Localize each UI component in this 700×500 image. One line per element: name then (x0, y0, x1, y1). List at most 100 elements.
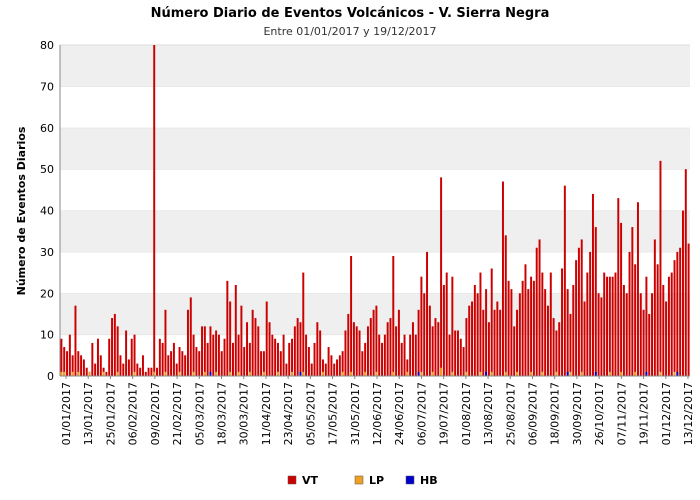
legend-label-vt: VT (302, 474, 319, 487)
y-tick-label: 0 (47, 370, 54, 383)
bar-lp (102, 371, 105, 376)
bar-vt (521, 280, 524, 376)
bar-vt (639, 293, 642, 376)
bar-vt (527, 289, 530, 376)
bar-vt (186, 309, 189, 376)
x-tick-label: 31/05/2017 (349, 382, 362, 445)
bar-vt (673, 260, 676, 376)
bar-vt (111, 318, 114, 376)
x-tick-label: 30/03/2017 (238, 382, 251, 445)
bar-vt (459, 338, 462, 376)
bar-vt (63, 347, 66, 376)
bar-vt (563, 185, 566, 376)
bar-vt (167, 355, 170, 376)
bar-lp (350, 371, 353, 376)
bar-vt (60, 338, 63, 376)
bar-vt (428, 305, 431, 376)
bar-vt (130, 338, 133, 376)
bar-vt (659, 160, 662, 376)
bar-vt (293, 326, 296, 376)
bar-vt (383, 334, 386, 377)
bar-vt (487, 322, 490, 376)
y-axis-label: Número de Eventos Diarios (15, 126, 28, 295)
bar-vt (170, 351, 173, 376)
bar-vt (389, 318, 392, 376)
bar-vt (271, 334, 274, 377)
bar-vt (189, 297, 192, 376)
bar-vt (620, 222, 623, 376)
bar-vt (676, 251, 679, 377)
bar-vt (201, 326, 204, 376)
x-tick-label: 11/04/2017 (260, 382, 273, 445)
legend-swatch-hb (405, 475, 415, 485)
bar-lp (620, 371, 623, 376)
bar-vt (319, 330, 322, 376)
bar-vt (538, 239, 541, 376)
bar-vt (327, 347, 330, 376)
bar-vt (220, 351, 223, 376)
bar-lp (116, 371, 119, 376)
bar-vt (451, 276, 454, 376)
bar-vt (468, 305, 471, 376)
bar-vt (662, 284, 665, 376)
bar-vt (116, 326, 119, 376)
bar-vt (535, 247, 538, 376)
bar-vt (122, 363, 125, 376)
bar-vt (336, 359, 339, 376)
bar-lp (504, 371, 507, 376)
x-tick-label: 01/01/2017 (60, 382, 73, 445)
bar-vt (417, 309, 420, 376)
bar-vt (223, 338, 226, 376)
bar-vt (184, 355, 187, 376)
bar-vt (77, 351, 80, 376)
x-tick-label: 07/11/2017 (615, 382, 628, 445)
bar-vt (403, 334, 406, 377)
bar-vt (434, 318, 437, 376)
bar-vt (144, 371, 147, 376)
bar-vt (493, 309, 496, 376)
bar-hb (676, 371, 679, 376)
bar-vt (262, 351, 265, 376)
grid-bands (60, 44, 690, 376)
bar-vt (113, 313, 116, 376)
bar-vt (426, 251, 429, 377)
bar-vt (358, 330, 361, 376)
bar-vt (209, 326, 212, 376)
bar-vt (291, 338, 294, 376)
bar-vt (687, 243, 690, 376)
bar-lp (178, 371, 181, 376)
x-tick-label: 18/09/2017 (549, 382, 562, 445)
bar-vt (614, 272, 617, 376)
bar-lp (276, 371, 279, 376)
bar-vt (355, 326, 358, 376)
chart-title: Número Diario de Eventos Volcánicos - V.… (151, 6, 550, 21)
bar-lp (608, 371, 611, 376)
x-tick-label: 06/09/2017 (527, 382, 540, 445)
bar-vt (274, 338, 277, 376)
bar-vt (299, 322, 302, 376)
bar-vt (580, 239, 583, 376)
bar-lp (71, 371, 74, 376)
bar-vt (215, 330, 218, 376)
bar-vt (490, 268, 493, 376)
x-tick-label: 25/01/2017 (104, 382, 117, 445)
bar-vt (504, 235, 507, 376)
bar-vt (552, 318, 555, 376)
bar-vt (665, 301, 668, 376)
bar-lp (321, 371, 324, 376)
bar-lp (60, 371, 63, 376)
bar-vt (237, 334, 240, 377)
bar-vt (378, 334, 381, 377)
bar-vt (305, 334, 308, 377)
bar-vt (330, 355, 333, 376)
bar-vt (409, 334, 412, 377)
bar-vt (558, 322, 561, 376)
bar-vt (372, 309, 375, 376)
bar-vt (575, 260, 578, 376)
bar-vt (524, 264, 527, 376)
bar-lp (215, 371, 218, 376)
grid-band (60, 169, 690, 211)
bar-vt (310, 363, 313, 376)
bar-vt (442, 284, 445, 376)
bar-vt (296, 318, 299, 376)
